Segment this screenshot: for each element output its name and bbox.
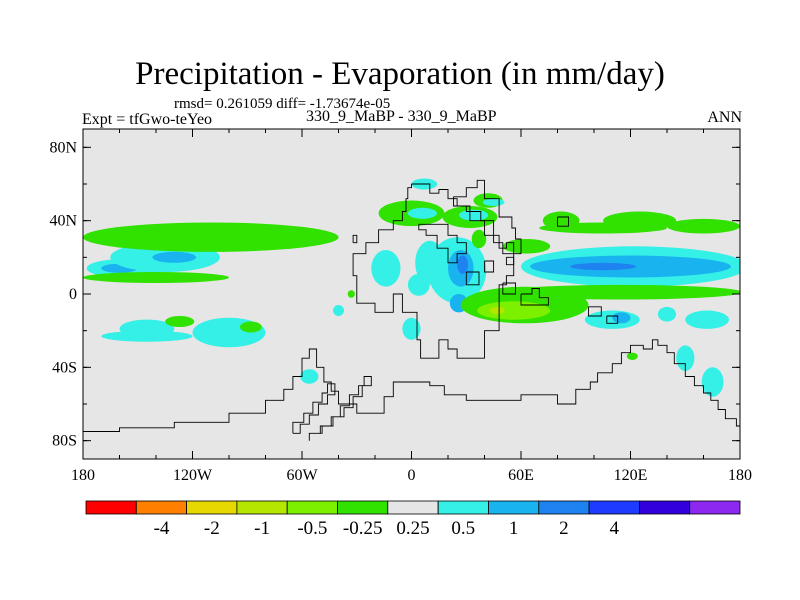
contour-region-5 [83, 222, 339, 252]
x-axis: 180 120W 60W 0 60E 120E 180 [71, 129, 752, 484]
coastline-8 [557, 216, 569, 227]
contour-region-46 [300, 369, 319, 384]
contour-region-10 [240, 321, 262, 333]
y-tick-label: 0 [69, 286, 77, 303]
colorbar-label: -2 [204, 518, 220, 539]
colorbar-swatch [337, 500, 389, 515]
coastline-4 [484, 260, 495, 273]
colorbar-swatch [437, 500, 489, 515]
contour-region-37 [477, 301, 551, 320]
contour-region-3 [152, 251, 197, 263]
colorbar-label: 2 [559, 518, 569, 539]
coastline-10 [606, 315, 619, 324]
colorbar-swatch [488, 500, 540, 515]
contour-region-43 [676, 345, 695, 372]
contour-region-20 [407, 273, 430, 296]
y-tick-label: 40N [49, 213, 77, 230]
colorbar-swatch [85, 500, 137, 515]
contour-region-17 [482, 198, 505, 206]
colorbar-swatch [588, 500, 640, 515]
x-tick-label: 120E [614, 467, 648, 484]
coastline-5 [465, 271, 480, 286]
coastline-9 [588, 306, 602, 317]
colorbar-label: -0.25 [343, 518, 383, 539]
contour-region-34 [570, 262, 636, 271]
coastline-0 [352, 183, 515, 359]
coastline-12 [83, 339, 740, 432]
colorbar-swatch [387, 500, 439, 515]
x-tick-label: 0 [408, 467, 416, 484]
contour-region-39 [584, 310, 640, 329]
contour-region-47 [333, 305, 344, 316]
x-tick-label: 60W [286, 467, 318, 484]
colorbar-swatch [639, 500, 691, 515]
y-tick-label: 80N [49, 139, 77, 156]
contour-region-42 [657, 306, 677, 322]
colorbar-label: 0.5 [451, 518, 475, 539]
contour-region-31 [667, 218, 740, 234]
contour-region-23 [457, 255, 469, 274]
y-tick-label: 80S [52, 433, 77, 450]
colorbar-label: -1 [254, 518, 270, 539]
coastline-layer [83, 179, 740, 441]
contour-region-8 [101, 330, 193, 342]
coastline-2 [453, 179, 522, 255]
colorbar-swatch [135, 500, 188, 515]
contour-region-29 [542, 211, 580, 230]
chart-title: Precipitation - Evaporation (in mm/day) [135, 56, 665, 92]
contour-region-9 [165, 316, 195, 327]
contour-region-25 [402, 317, 421, 340]
x-tick-label: 60E [508, 467, 534, 484]
x-tick-label: 180 [71, 467, 95, 484]
colorbar-swatch [286, 500, 338, 515]
contour-region-18 [371, 249, 401, 287]
colorbar-swatch [689, 500, 741, 515]
experiment-label: Expt = tfGwo-teYeo [82, 111, 213, 128]
colorbar-label: -0.5 [297, 518, 327, 539]
contour-region-41 [685, 310, 729, 329]
coastline-1 [418, 223, 467, 264]
colorbar-swatch [538, 500, 590, 515]
coastline-13 [308, 376, 372, 441]
colorbar-label: 0.25 [396, 518, 429, 539]
colorbar-label: 4 [609, 518, 619, 539]
season-label: ANN [707, 109, 742, 126]
contour-region-38 [490, 306, 505, 315]
colorbar-label: 1 [509, 518, 519, 539]
coastline-3 [505, 256, 515, 266]
contour-region-30 [603, 211, 677, 230]
contour-region-40 [612, 312, 631, 324]
contour-region-4 [83, 272, 229, 283]
y-axis: 80N 40N 0 40S 80S [49, 139, 740, 450]
x-tick-label: 180 [728, 467, 752, 484]
contour-region-44 [701, 367, 724, 397]
rmsd-diff-stats: rmsd= 0.261059 diff= -1.73674e-05 [174, 96, 391, 112]
contour-region-27 [502, 239, 551, 254]
contour-region-26 [471, 229, 487, 249]
contour-region-45 [626, 352, 638, 360]
colorbar: -4 -2 -1 -0.5 -0.25 0.25 0.5 1 2 4 [85, 500, 741, 539]
colorbar-swatch [186, 500, 238, 515]
x-tick-label: 120W [173, 467, 213, 484]
contour-fill-layer [83, 178, 740, 397]
contour-region-13 [407, 207, 437, 219]
coastline-6 [502, 282, 516, 295]
y-tick-label: 40S [52, 359, 77, 376]
case-label: 330_9_MaBP - 330_9_MaBP [306, 108, 497, 125]
colorbar-label: -4 [154, 518, 170, 539]
coastline-14 [292, 383, 336, 434]
colorbar-swatch [236, 500, 288, 515]
coastline-11 [352, 234, 358, 244]
contour-region-48 [347, 290, 355, 298]
coastline-7 [520, 288, 549, 306]
